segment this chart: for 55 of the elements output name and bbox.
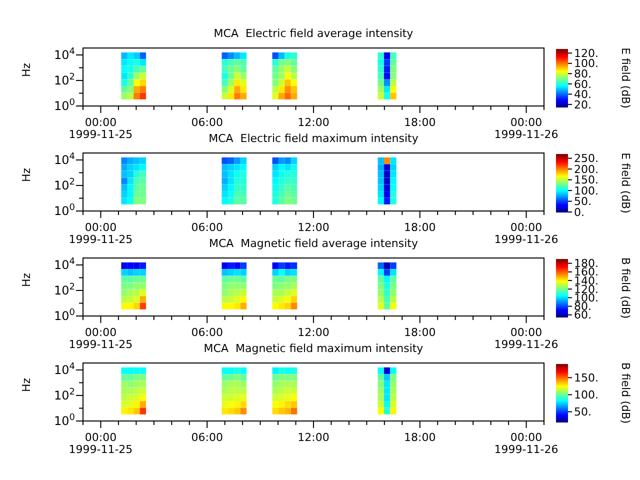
- x-tick-label: 12:00: [298, 221, 330, 234]
- color-bar-label: 150.: [574, 371, 598, 384]
- x-tick-label: 06:00: [191, 221, 223, 234]
- color-bar-label: 60.: [574, 78, 592, 91]
- color-bar-label: 50.: [574, 195, 592, 208]
- y-axis-title: Hz: [20, 272, 33, 287]
- color-bar-label: 150.: [574, 174, 598, 187]
- y-tick-label: 10$^{2}$: [54, 72, 75, 88]
- y-axis-title: Hz: [20, 168, 33, 182]
- x-tick-label: 12:00: [298, 326, 330, 339]
- y-tick-label: 10$^{0}$: [54, 308, 76, 324]
- x-tick-label: 06:00: [191, 116, 223, 129]
- color-bar-label: 0.: [574, 206, 584, 219]
- x-tick-label: 18:00: [404, 116, 436, 129]
- color-bar-label: 100.: [574, 184, 598, 198]
- x-tick-label: 00:00 1999-11-25: [68, 116, 133, 141]
- y-tick-label: 10$^{0}$: [54, 98, 76, 114]
- x-tick-label: 00:00 1999-11-26: [494, 326, 558, 351]
- color-bar-title: B field (dB): [619, 362, 632, 424]
- y-tick-label: 10$^{2}$: [54, 282, 75, 298]
- color-bar-label: 100.: [574, 388, 598, 402]
- x-tick-label: 00:00 1999-11-25: [68, 431, 133, 456]
- chart-title: MCA Magnetic field average intensity: [208, 237, 418, 250]
- y-tick-label: 10$^{4}$: [54, 152, 76, 168]
- color-bar-label: 120.: [574, 46, 598, 60]
- x-tick-label: 00:00 1999-11-26: [494, 116, 558, 141]
- y-tick-label: 10$^{2}$: [54, 178, 75, 193]
- x-tick-label: 18:00: [404, 221, 436, 234]
- chart-title: MCA Magnetic field maximum intensity: [204, 342, 424, 355]
- color-bar-title: B field (dB): [619, 257, 632, 319]
- color-bar-title: E field (dB): [619, 152, 632, 214]
- x-tick-label: 18:00: [404, 431, 436, 444]
- x-tick-label: 00:00 1999-11-26: [494, 221, 558, 246]
- y-tick-label: 10$^{4}$: [54, 362, 76, 378]
- x-tick-label: 06:00: [191, 326, 223, 339]
- x-tick-label: 06:00: [191, 431, 223, 444]
- y-tick-label: 10$^{4}$: [54, 257, 76, 272]
- color-bar-label: 200.: [574, 162, 598, 176]
- x-tick-label: 18:00: [404, 326, 436, 339]
- x-tick-label: 00:00 1999-11-25: [68, 221, 133, 246]
- chart-title: MCA Electric field maximum intensity: [208, 132, 418, 145]
- x-tick-label: 00:00 1999-11-25: [68, 326, 133, 351]
- y-axis-title: Hz: [20, 62, 33, 77]
- y-tick-label: 10$^{0}$: [54, 413, 76, 428]
- x-tick-label: 12:00: [298, 116, 330, 129]
- y-tick-label: 10$^{4}$: [54, 47, 76, 62]
- y-tick-label: 10$^{2}$: [54, 388, 75, 403]
- chart-title: MCA Electric field average intensity: [212, 27, 414, 40]
- x-tick-label: 00:00 1999-11-26: [494, 431, 558, 456]
- y-axis-title: Hz: [20, 378, 33, 392]
- x-tick-label: 12:00: [298, 431, 330, 444]
- color-bar-label: 50.: [574, 406, 592, 419]
- y-tick-label: 10$^{0}$: [54, 203, 76, 218]
- color-bar-label: 250.: [574, 152, 598, 166]
- color-bar-title: E field (dB): [619, 48, 632, 108]
